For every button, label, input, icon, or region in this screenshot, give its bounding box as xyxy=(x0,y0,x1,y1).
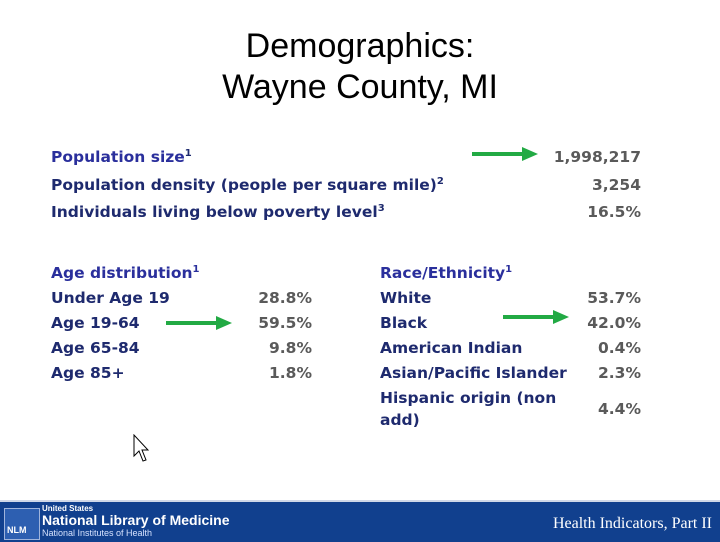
poverty-label: Individuals living below poverty level xyxy=(51,203,378,221)
population-density-value: 3,254 xyxy=(591,176,641,194)
nlm-wordmark: United States National Library of Medici… xyxy=(42,504,229,539)
population-size-label: Population size xyxy=(51,148,185,166)
poverty-row: Individuals living below poverty level3 xyxy=(51,203,385,221)
age-heading-label: Age distribution xyxy=(51,264,193,282)
footer-caption: Health Indicators, Part II xyxy=(552,515,712,532)
race-value: 53.7% xyxy=(587,289,641,307)
footnote-marker: 1 xyxy=(192,264,200,275)
nlm-line-1: United States xyxy=(42,504,94,513)
footnote-marker: 1 xyxy=(184,148,192,159)
race-value: 2.3% xyxy=(598,364,641,382)
population-size-value: 1,998,217 xyxy=(553,148,641,166)
title-line-2: Wayne County, MI xyxy=(222,68,498,106)
slide-title: Demographics: Wayne County, MI xyxy=(0,26,720,108)
footer-bar: NLM United States National Library of Me… xyxy=(0,500,720,542)
mouse-cursor-icon xyxy=(133,434,149,462)
race-value: 42.0% xyxy=(587,314,641,332)
population-density-label: Population density (people per square mi… xyxy=(51,176,437,194)
age-label: Age 19-64 xyxy=(51,314,140,332)
age-value: 9.8% xyxy=(269,339,312,357)
arrow-icon xyxy=(472,147,538,161)
race-label: Asian/Pacific Islander xyxy=(380,364,567,382)
race-label: Hispanic origin (non xyxy=(380,389,557,407)
age-label: Under Age 19 xyxy=(51,289,170,307)
race-label-continued: add) xyxy=(380,411,420,429)
population-density-row: Population density (people per square mi… xyxy=(51,176,444,194)
nlm-logo-text: NLM xyxy=(7,525,27,535)
age-value: 59.5% xyxy=(258,314,312,332)
age-label: Age 85+ xyxy=(51,364,125,382)
title-line-1: Demographics: xyxy=(245,27,475,65)
footnote-marker: 1 xyxy=(505,264,513,275)
arrow-icon xyxy=(503,310,569,324)
race-heading: Race/Ethnicity1 xyxy=(380,264,512,282)
footnote-marker: 2 xyxy=(436,176,444,187)
footnote-marker: 3 xyxy=(377,203,385,214)
race-value: 0.4% xyxy=(598,339,641,357)
age-heading: Age distribution1 xyxy=(51,264,200,282)
race-value: 4.4% xyxy=(598,400,641,418)
race-label: American Indian xyxy=(380,339,523,357)
race-label: Black xyxy=(380,314,428,332)
age-value: 28.8% xyxy=(258,289,312,307)
nlm-logo-icon: NLM xyxy=(4,508,40,540)
nlm-line-2: National Library of Medicine xyxy=(42,512,230,528)
race-label: White xyxy=(380,289,432,307)
race-heading-label: Race/Ethnicity xyxy=(380,264,506,282)
population-size-row: Population size1 xyxy=(51,148,192,166)
age-value: 1.8% xyxy=(269,364,312,382)
poverty-value: 16.5% xyxy=(587,203,641,221)
nlm-line-3: National Institutes of Health xyxy=(42,528,153,538)
arrow-icon xyxy=(166,316,232,330)
age-label: Age 65-84 xyxy=(51,339,140,357)
